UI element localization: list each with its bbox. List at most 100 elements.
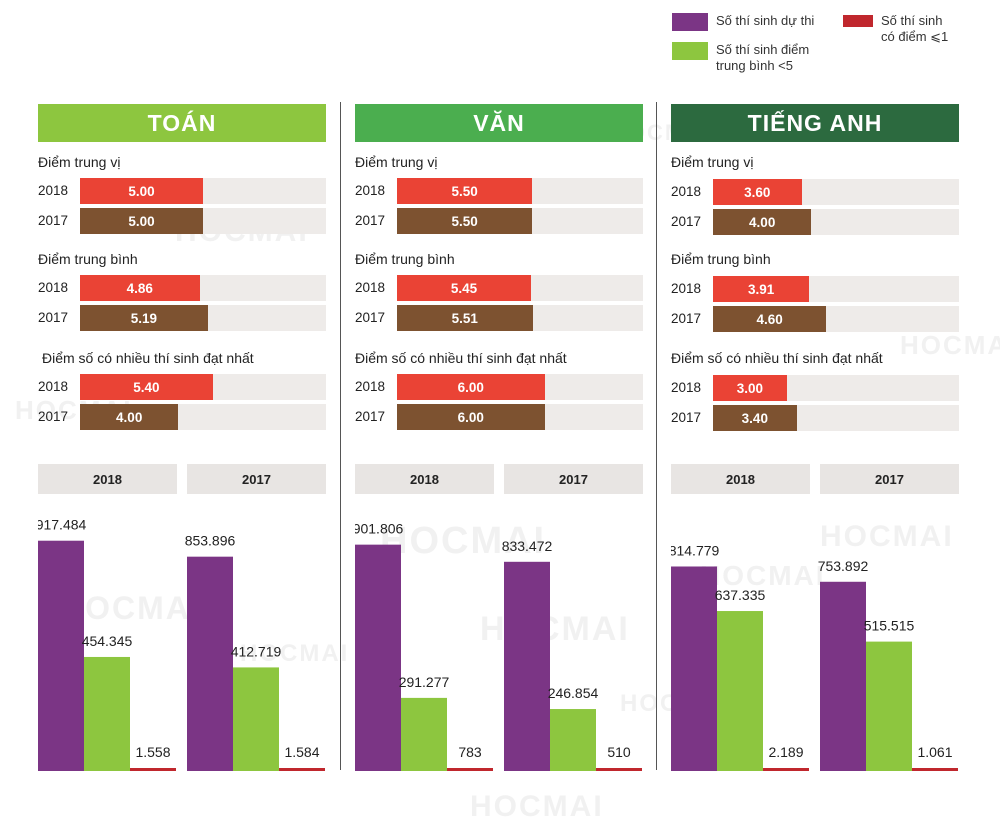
row-year-label: 2017 (355, 409, 386, 424)
score-bar: 3.91 (713, 276, 810, 302)
divider-2 (656, 102, 657, 770)
year-tab: 2017 (187, 464, 326, 494)
subject-banner: VĂN (355, 104, 643, 142)
metric-title: Điểm trung bình (355, 251, 455, 267)
metric-title: Điểm số có nhiều thí sinh đạt nhất (671, 350, 883, 366)
score-bar-track: 5.40 (80, 374, 326, 400)
row-year-label: 2018 (38, 379, 69, 394)
score-bar-track: 3.00 (713, 375, 959, 401)
watermark: HOCMAI (470, 790, 604, 823)
score-bar: 5.19 (80, 305, 208, 331)
score-bar-track: 4.00 (80, 404, 326, 430)
legend-swatch-below-five (672, 42, 708, 60)
score-bar-track: 5.00 (80, 178, 326, 204)
row-year-label: 2017 (38, 213, 69, 228)
chart-data-label: 291.277 (399, 674, 450, 690)
chart-data-label: 901.806 (355, 521, 404, 537)
divider-1 (340, 102, 341, 770)
chart-bar (401, 697, 447, 771)
score-bar: 3.00 (713, 375, 787, 401)
score-bar: 3.40 (713, 405, 797, 431)
metric-title: Điểm số có nhiều thí sinh đạt nhất (355, 350, 567, 366)
participants-bar-chart: 901.806 833.472 291.277 246.854 783 510 (355, 521, 642, 771)
legend-label-below-one: Số thí sinh có điểm ⩽1 (881, 13, 949, 44)
row-year-label: 2018 (38, 183, 69, 198)
score-bar-track: 3.91 (713, 276, 959, 302)
row-year-label: 2017 (355, 213, 386, 228)
score-bar-track: 6.00 (397, 374, 643, 400)
chart-bar (355, 544, 401, 771)
score-bar-track: 5.19 (80, 305, 326, 331)
score-bar: 5.50 (397, 178, 533, 204)
score-bar: 4.60 (713, 306, 827, 332)
row-year-label: 2018 (671, 380, 702, 395)
metric-title: Điểm số có nhiều thí sinh đạt nhất (42, 350, 254, 366)
legend-label-below-five: Số thí sinh điểm trung bình <5 (716, 42, 810, 73)
chart-bar (130, 768, 176, 771)
score-bar-track: 5.50 (397, 178, 643, 204)
year-tab: 2017 (820, 464, 959, 494)
row-year-label: 2017 (355, 310, 386, 325)
row-year-label: 2018 (355, 183, 386, 198)
legend-participants: Số thí sinh dự thi (672, 13, 814, 31)
metric-title: Điểm trung bình (671, 251, 771, 267)
chart-bar (671, 566, 717, 771)
chart-bar (187, 556, 233, 771)
score-bar: 4.00 (80, 404, 179, 430)
row-year-label: 2017 (671, 410, 702, 425)
score-bar-track: 4.86 (80, 275, 326, 301)
chart-bar (279, 768, 325, 771)
chart-data-label: 1.558 (135, 744, 170, 760)
score-bar: 3.60 (713, 179, 802, 205)
chart-data-label: 412.719 (231, 643, 282, 659)
chart-bar (38, 540, 84, 771)
chart-data-label: 917.484 (38, 517, 87, 533)
chart-bar (447, 768, 493, 771)
chart-bar (820, 581, 866, 771)
score-bar-track: 3.40 (713, 405, 959, 431)
row-year-label: 2017 (38, 409, 69, 424)
score-bar: 5.50 (397, 208, 533, 234)
score-bar: 5.00 (80, 178, 203, 204)
row-year-label: 2017 (38, 310, 69, 325)
score-bar: 6.00 (397, 404, 545, 430)
score-bar: 5.00 (80, 208, 203, 234)
subject-panel: TOÁN Điểm trung vị 2018 5.00 2017 5.00 Điểm tr… (38, 104, 326, 784)
row-year-label: 2018 (671, 184, 702, 199)
chart-bar (866, 641, 912, 771)
chart-bar (717, 611, 763, 771)
score-bar-track: 4.00 (713, 209, 959, 235)
row-year-label: 2017 (671, 311, 702, 326)
chart-bar (233, 667, 279, 771)
score-bar: 4.86 (80, 275, 200, 301)
chart-data-label: 753.892 (818, 558, 869, 574)
metric-title: Điểm trung vị (38, 154, 121, 170)
chart-data-label: 246.854 (548, 685, 599, 701)
chart-data-label: 2.189 (768, 744, 803, 760)
chart-data-label: 454.345 (82, 633, 133, 649)
score-bar: 5.45 (397, 275, 532, 301)
row-year-label: 2018 (38, 280, 69, 295)
score-bar-track: 3.60 (713, 179, 959, 205)
score-bar-track: 6.00 (397, 404, 643, 430)
legend-below-one: Số thí sinh có điểm ⩽1 (843, 13, 948, 45)
year-tab: 2018 (355, 464, 494, 494)
participants-bar-chart: 917.484 853.896 454.345 412.719 1.558 1.584 (38, 517, 325, 771)
score-bar-track: 4.60 (713, 306, 959, 332)
chart-bar (596, 768, 642, 771)
subject-banner: TOÁN (38, 104, 326, 142)
legend-swatch-below-one (843, 15, 873, 27)
metric-title: Điểm trung bình (38, 251, 138, 267)
participants-bar-chart: 814.779 753.892 637.335 515.515 2.189 1.061 (671, 542, 958, 771)
score-bar: 5.40 (80, 374, 213, 400)
chart-bar (912, 768, 958, 771)
chart-bar (550, 709, 596, 771)
row-year-label: 2018 (355, 379, 386, 394)
score-bar: 4.00 (713, 209, 812, 235)
chart-data-label: 783 (458, 744, 482, 760)
chart-data-label: 510 (607, 744, 631, 760)
subject-panel: TIẾNG ANH Điểm trung vị 2018 3.60 2017 4.00 Đi… (671, 104, 959, 784)
chart-data-label: 515.515 (864, 618, 915, 634)
score-bar-track: 5.45 (397, 275, 643, 301)
legend-swatch-participants (672, 13, 708, 31)
